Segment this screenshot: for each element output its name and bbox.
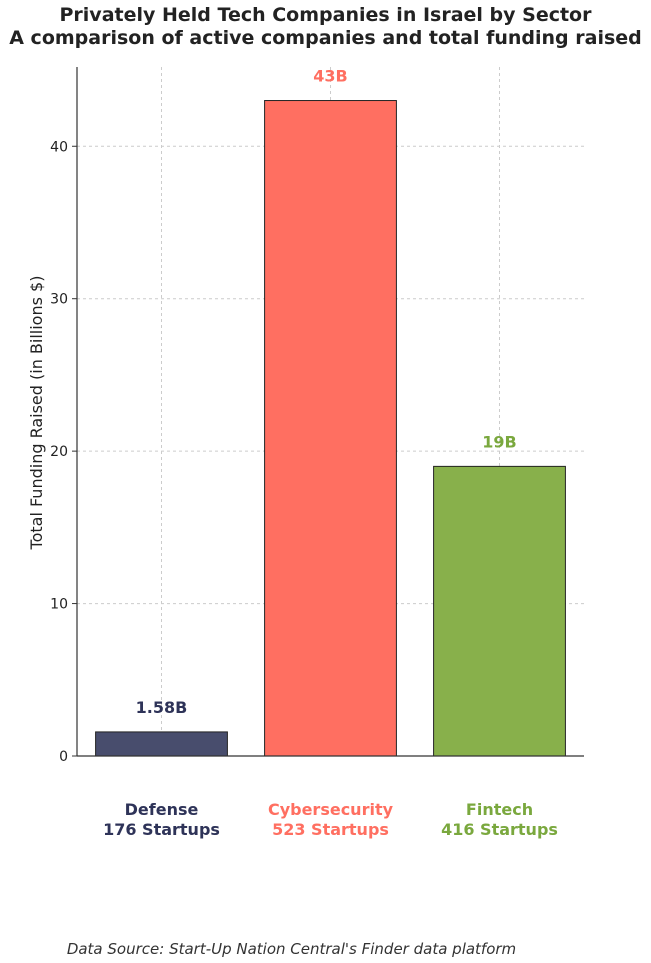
x-category-label: Fintech bbox=[466, 800, 533, 819]
data-source-note: Data Source: Start-Up Nation Central's F… bbox=[66, 940, 517, 958]
bar-fintech bbox=[433, 465, 566, 757]
chart-title: Privately Held Tech Companies in Israel … bbox=[59, 4, 592, 26]
data-label: 19B bbox=[482, 432, 516, 451]
y-tick-label: 40 bbox=[50, 139, 68, 155]
x-category-sublabel: 176 Startups bbox=[103, 820, 220, 839]
bar-defense bbox=[95, 731, 228, 757]
data-label: 43B bbox=[313, 67, 347, 86]
y-tick-label: 30 bbox=[50, 292, 68, 308]
x-category-label: Cybersecurity bbox=[268, 800, 394, 819]
x-category-label: Defense bbox=[125, 800, 199, 819]
bars bbox=[95, 100, 566, 757]
y-tick-label: 20 bbox=[50, 444, 68, 460]
x-category-sublabel: 416 Startups bbox=[441, 820, 558, 839]
x-category-sublabel: 523 Startups bbox=[272, 820, 389, 839]
y-tick-label: 0 bbox=[59, 749, 68, 765]
y-tick-label: 10 bbox=[50, 597, 68, 613]
data-label: 1.58B bbox=[136, 698, 188, 717]
axes bbox=[72, 67, 584, 757]
bar-cybersecurity bbox=[264, 100, 397, 757]
chart-subtitle: A comparison of active companies and tot… bbox=[9, 27, 642, 49]
y-axis-label: Total Funding Raised (in Billions $) bbox=[27, 276, 46, 551]
